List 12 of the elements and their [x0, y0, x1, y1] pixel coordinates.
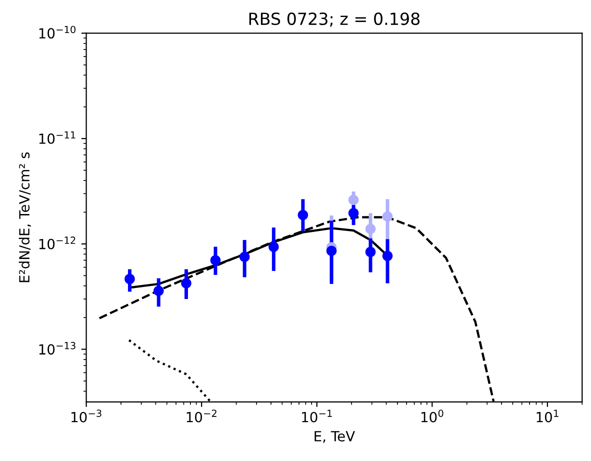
- x-tick-label: 10$^{−1}$: [302, 410, 332, 422]
- x-tick-label: 10$^{−2}$: [186, 410, 216, 422]
- y-tick-label: 10$^{−12}$: [39, 236, 76, 250]
- chart-title: RBS 0723; z = 0.198: [249, 12, 420, 27]
- y-axis-title: E²dN/dE, TeV/cm² s: [18, 152, 31, 282]
- y-tick-label: 10$^{−10}$: [39, 26, 76, 39]
- x-tick-label: 10$^{1}$: [536, 410, 558, 422]
- x-axis-title: E, TeV: [314, 431, 355, 443]
- x-tick-label: 10$^{−3}$: [71, 410, 102, 422]
- y-tick-label: 10$^{−13}$: [39, 342, 76, 355]
- x-tick-label: 10$^{0}$: [421, 410, 444, 422]
- y-tick-label: 10$^{−11}$: [39, 131, 76, 144]
